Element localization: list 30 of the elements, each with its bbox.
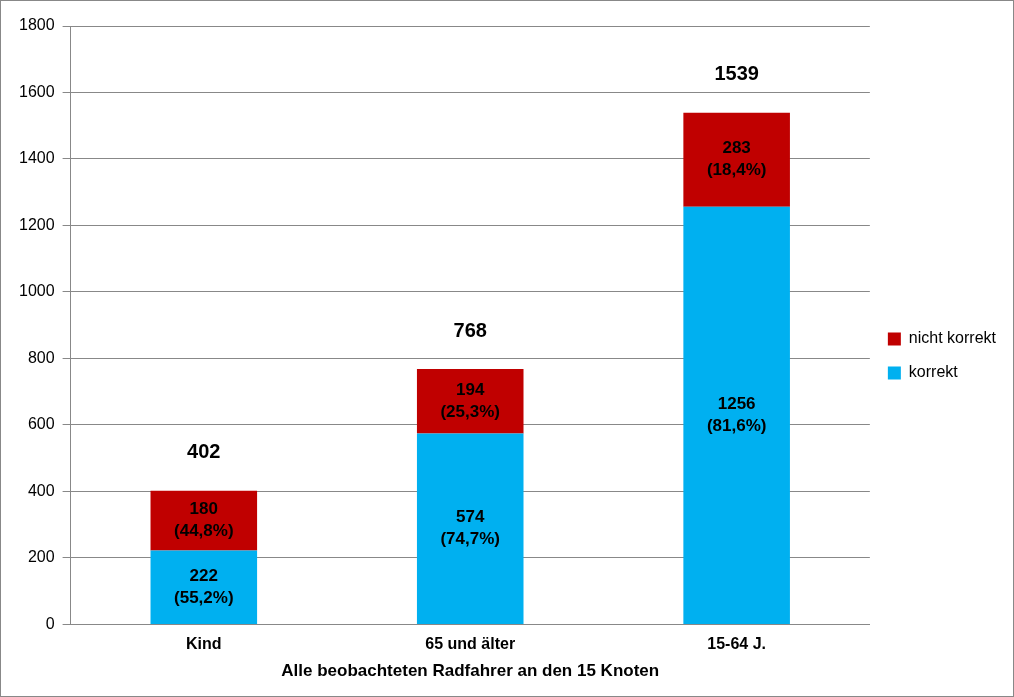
data-label: 194 (25,3%)	[440, 380, 500, 422]
y-tick-label: 1800	[19, 16, 55, 34]
data-label: 574 (74,7%)	[440, 507, 500, 549]
bar	[683, 112, 790, 207]
y-tick-label: 0	[45, 614, 55, 632]
y-tick-label: 1600	[19, 82, 55, 100]
data-label: 1256 (81,6%)	[706, 394, 767, 436]
total-label: 1539	[714, 62, 759, 85]
legend-label: korrekt	[908, 363, 959, 381]
x-tick-label: Kind	[186, 635, 222, 653]
y-tick-label: 1400	[19, 149, 55, 167]
y-tick-label: 200	[27, 548, 55, 566]
bar	[416, 369, 524, 434]
x-axis-title: Alle beobachteten Radfahrer an den 15 Knoten	[281, 661, 660, 681]
legend-label: nicht korrekt	[908, 329, 997, 347]
y-tick-label: 1200	[19, 215, 55, 233]
data-label: 222 (55,2%)	[174, 565, 234, 607]
x-tick-label: 15-64 J.	[707, 635, 767, 653]
data-label: 283 (18,4%)	[706, 138, 767, 180]
total-label: 768	[453, 318, 487, 341]
y-tick-label: 400	[27, 481, 55, 499]
x-tick-label: 65 und älter	[425, 635, 516, 653]
y-tick-label: 1000	[19, 282, 55, 300]
bar	[683, 206, 790, 624]
data-label: 180 (44,8%)	[174, 499, 234, 541]
bar	[416, 433, 524, 624]
y-tick-label: 800	[27, 348, 55, 366]
bar	[150, 550, 258, 624]
y-tick-label: 600	[27, 415, 55, 433]
total-label: 402	[187, 440, 221, 463]
